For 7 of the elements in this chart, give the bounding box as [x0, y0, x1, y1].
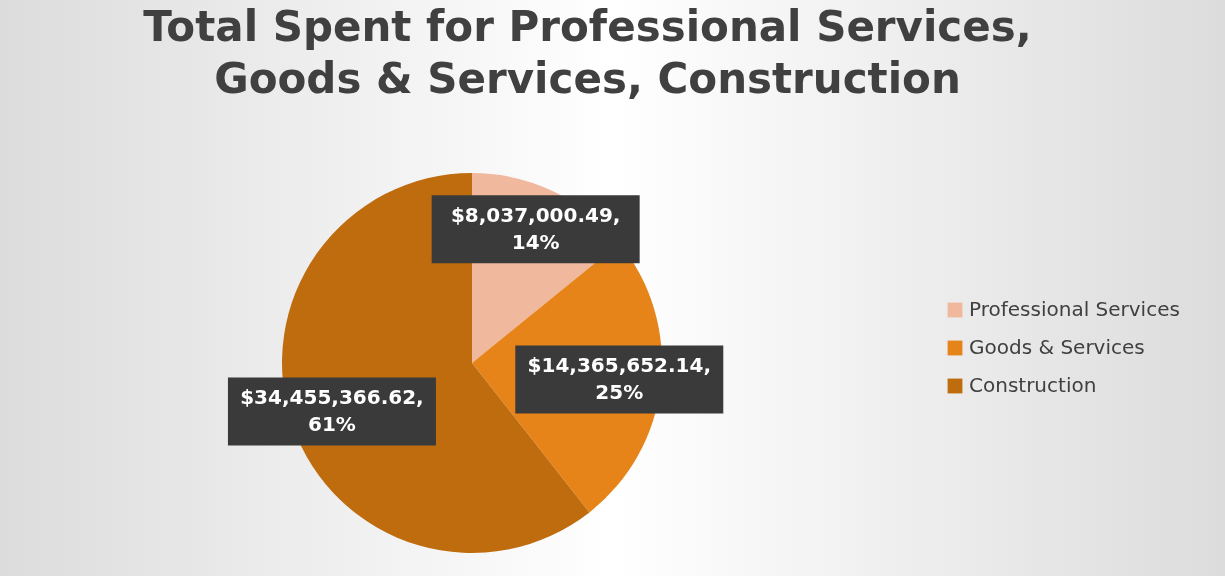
- legend-label: Goods & Services: [969, 335, 1145, 359]
- data-label: $34,455,366.62, 61%: [240, 385, 424, 437]
- data-label: $14,365,652.14, 25%: [527, 353, 712, 405]
- legend-label: Professional Services: [969, 297, 1180, 321]
- data-label: $8,037,000.49, 14%: [450, 203, 621, 255]
- chart-title: Total Spent for Professional Services, Goods & Services, Construction: [143, 2, 1032, 103]
- legend-label: Construction: [969, 373, 1097, 397]
